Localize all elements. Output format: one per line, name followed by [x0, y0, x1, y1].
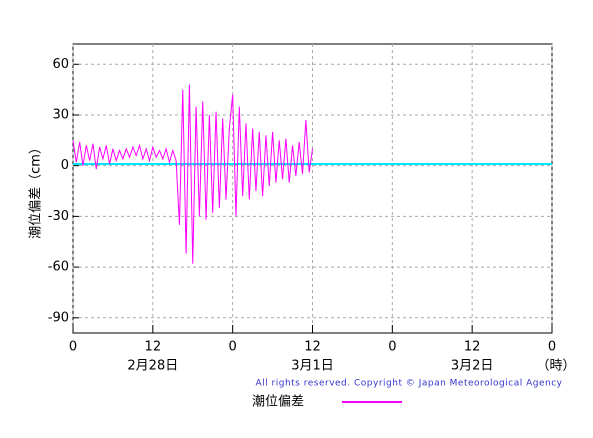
x-tick-label: 0 [548, 340, 556, 355]
x-tick-label: 12 [304, 340, 321, 355]
x-tick-label: 0 [229, 340, 237, 355]
date-label: 3月2日 [451, 359, 494, 374]
y-tick-label: 30 [52, 107, 69, 122]
x-tick-label: 0 [69, 340, 77, 355]
y-axis-label: 潮位偏差（cm） [29, 141, 44, 239]
legend-label: 潮位偏差 [252, 395, 304, 410]
y-tick-label: -30 [48, 209, 69, 224]
x-tick-label: 12 [464, 340, 481, 355]
x-tick-label: 12 [145, 340, 162, 355]
y-tick-label: -90 [48, 310, 69, 325]
date-label: 2月28日 [127, 359, 178, 374]
y-tick-label: -60 [48, 260, 69, 275]
copyright: All rights reserved. Copyright © Japan M… [256, 379, 563, 389]
x-tick-label: 0 [388, 340, 396, 355]
y-tick-label: 0 [61, 158, 69, 173]
date-label: 3月1日 [291, 359, 334, 374]
x-unit: （時） [536, 359, 575, 374]
y-tick-label: 60 [52, 57, 69, 72]
series-line [72, 84, 313, 264]
